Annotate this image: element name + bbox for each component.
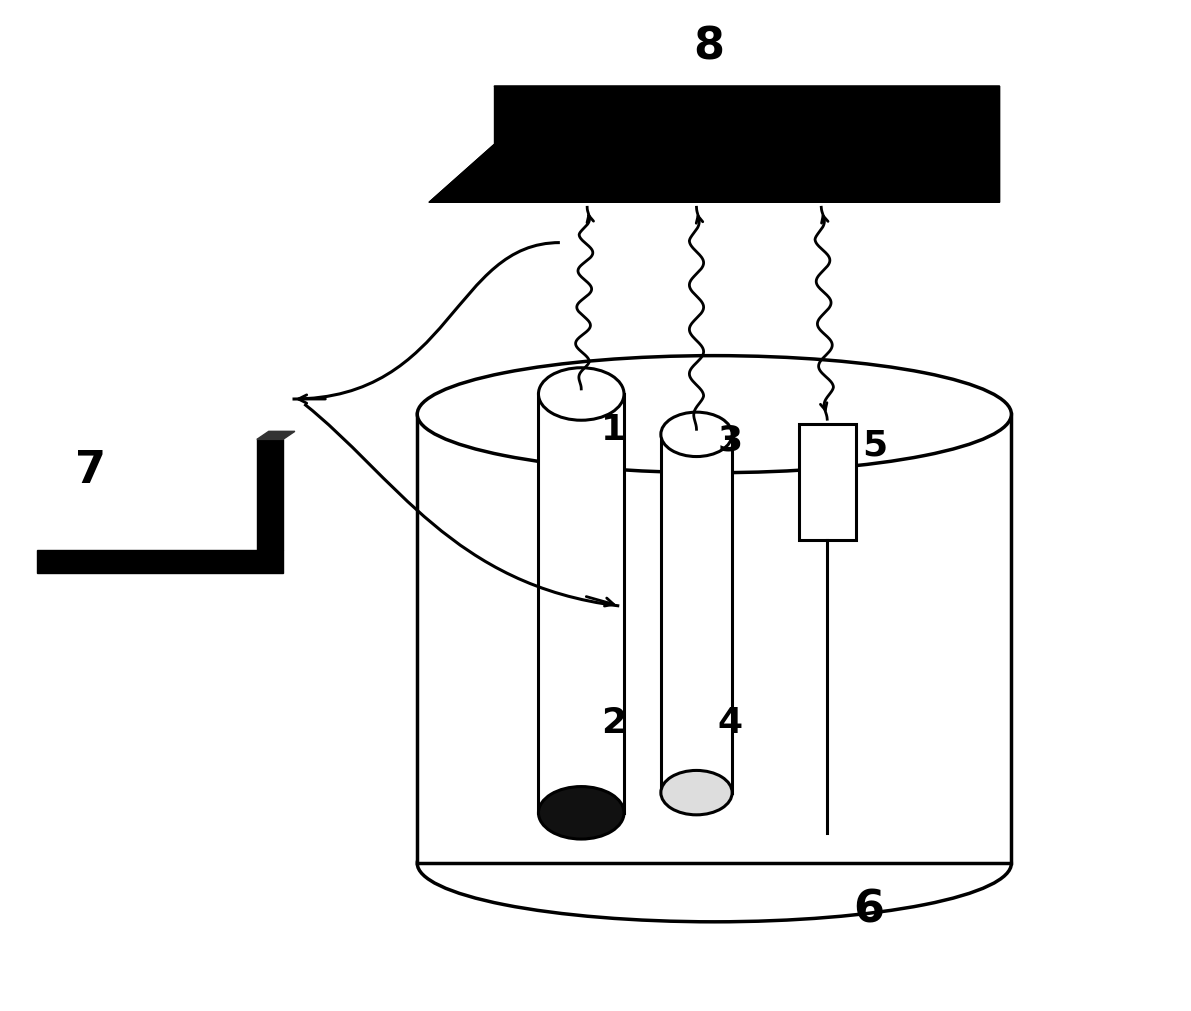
Ellipse shape — [661, 412, 732, 457]
Polygon shape — [37, 551, 283, 573]
Text: 5: 5 — [862, 428, 887, 462]
Bar — [417, 415, 1011, 863]
Polygon shape — [257, 432, 295, 440]
Ellipse shape — [417, 356, 1011, 473]
Ellipse shape — [538, 368, 624, 421]
Text: 3: 3 — [717, 423, 742, 457]
Ellipse shape — [661, 770, 732, 815]
Bar — [799, 425, 855, 541]
Bar — [538, 394, 624, 813]
Text: 4: 4 — [717, 706, 742, 739]
Text: 7: 7 — [75, 449, 106, 491]
Ellipse shape — [538, 787, 624, 839]
Polygon shape — [429, 87, 999, 203]
Bar — [661, 435, 732, 793]
Text: 2: 2 — [600, 706, 626, 739]
Text: 6: 6 — [853, 888, 884, 930]
Polygon shape — [257, 440, 283, 551]
Ellipse shape — [417, 805, 1011, 922]
Text: 8: 8 — [693, 25, 724, 68]
Text: 1: 1 — [600, 412, 626, 447]
